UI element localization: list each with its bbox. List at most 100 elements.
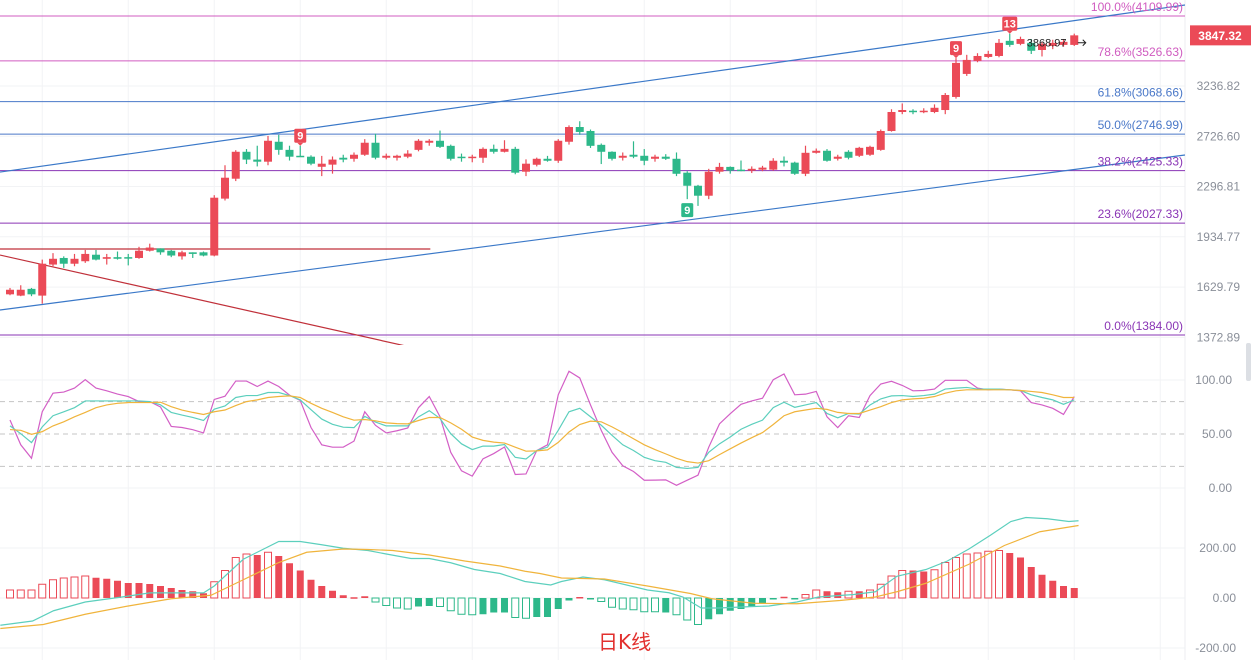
trendline-downtrend[interactable]	[0, 254, 432, 352]
candle[interactable]	[242, 149, 251, 165]
candle[interactable]	[715, 162, 724, 174]
candle[interactable]	[629, 141, 638, 159]
candle[interactable]	[328, 156, 337, 174]
candle[interactable]	[425, 139, 434, 146]
candle[interactable]	[694, 184, 702, 206]
candle[interactable]	[274, 134, 283, 155]
sequence-marker[interactable]: 13	[1002, 16, 1018, 34]
candle[interactable]	[823, 149, 831, 162]
candle[interactable]	[704, 168, 713, 200]
candle[interactable]	[597, 143, 606, 165]
candle[interactable]	[543, 155, 552, 162]
macd-pane[interactable]	[0, 516, 1079, 630]
price-axis[interactable]: 3236.82 2726.60 2296.81 1934.77 1629.79 1372.…	[1190, 25, 1251, 655]
candle[interactable]	[49, 253, 57, 267]
trendline-channel-upper[interactable]	[0, 4, 1185, 173]
candle[interactable]	[296, 145, 305, 158]
candle[interactable]	[178, 250, 186, 260]
candle[interactable]	[210, 195, 219, 257]
candle[interactable]	[403, 150, 412, 159]
candle[interactable]	[747, 166, 756, 174]
candle[interactable]	[16, 285, 25, 297]
candle[interactable]	[500, 140, 509, 153]
candle[interactable]	[876, 129, 885, 151]
candle[interactable]	[780, 156, 788, 167]
candle[interactable]	[479, 147, 487, 163]
candle[interactable]	[801, 145, 810, 177]
trendline-channel-lower[interactable]	[0, 154, 1185, 311]
candle[interactable]	[844, 150, 853, 160]
candle[interactable]	[812, 148, 821, 154]
candle[interactable]	[833, 154, 842, 161]
candle[interactable]	[113, 251, 122, 260]
candle[interactable]	[1038, 42, 1046, 57]
candle[interactable]	[737, 160, 745, 172]
candle[interactable]	[919, 108, 928, 114]
candle[interactable]	[1070, 33, 1079, 47]
price-pane[interactable]	[0, 4, 1185, 352]
candle[interactable]	[984, 50, 993, 59]
candle[interactable]	[371, 133, 380, 160]
candle[interactable]	[887, 109, 896, 132]
candle[interactable]	[70, 253, 79, 267]
candle[interactable]	[145, 243, 154, 252]
candle[interactable]	[414, 139, 423, 152]
candle[interactable]	[350, 152, 358, 162]
candle[interactable]	[1059, 38, 1068, 47]
candle[interactable]	[866, 145, 874, 156]
candle[interactable]	[6, 287, 14, 296]
candle[interactable]	[995, 38, 1003, 58]
candle[interactable]	[790, 161, 799, 175]
candle[interactable]	[264, 135, 272, 166]
candle[interactable]	[457, 153, 466, 162]
candle[interactable]	[608, 151, 616, 161]
candle[interactable]	[59, 256, 68, 268]
candle[interactable]	[81, 249, 90, 263]
candle[interactable]	[285, 145, 294, 161]
last-price-tag[interactable]	[1190, 25, 1251, 46]
candle[interactable]	[683, 171, 692, 200]
candle[interactable]	[522, 159, 530, 177]
candle[interactable]	[307, 155, 315, 166]
candle[interactable]	[124, 253, 133, 266]
candle[interactable]	[135, 246, 143, 259]
candle[interactable]	[253, 145, 262, 167]
candle[interactable]	[489, 144, 498, 154]
candle[interactable]	[661, 154, 670, 160]
candle[interactable]	[468, 154, 477, 163]
candle[interactable]	[1048, 39, 1057, 50]
candle[interactable]	[586, 129, 595, 148]
candle[interactable]	[511, 146, 520, 175]
candle[interactable]	[575, 121, 584, 135]
candle[interactable]	[640, 149, 649, 166]
candle[interactable]	[898, 103, 907, 115]
candle[interactable]	[360, 139, 369, 156]
candle[interactable]	[769, 158, 778, 171]
candle[interactable]	[565, 125, 573, 145]
candle[interactable]	[188, 252, 197, 258]
sequence-marker[interactable]: 9	[681, 203, 694, 218]
candle[interactable]	[532, 157, 541, 167]
candle[interactable]	[382, 153, 391, 160]
period-label[interactable]: 日K线	[598, 630, 652, 654]
candle[interactable]	[446, 144, 455, 161]
candle[interactable]	[221, 165, 229, 201]
candle[interactable]	[618, 152, 627, 161]
candle[interactable]	[27, 287, 36, 297]
candle[interactable]	[758, 165, 767, 172]
candle[interactable]	[941, 93, 950, 115]
candle[interactable]	[962, 54, 971, 76]
candle[interactable]	[726, 166, 735, 174]
candle[interactable]	[156, 248, 165, 255]
candle[interactable]	[231, 150, 240, 182]
candle[interactable]	[102, 253, 111, 265]
candle[interactable]	[672, 152, 681, 177]
candle[interactable]	[855, 146, 864, 158]
sequence-marker[interactable]: 9	[950, 41, 962, 59]
candle[interactable]	[317, 155, 326, 177]
kdj-pane[interactable]	[0, 370, 1185, 486]
candle[interactable]	[930, 104, 939, 114]
candle[interactable]	[973, 53, 982, 63]
candle[interactable]	[1016, 36, 1025, 46]
